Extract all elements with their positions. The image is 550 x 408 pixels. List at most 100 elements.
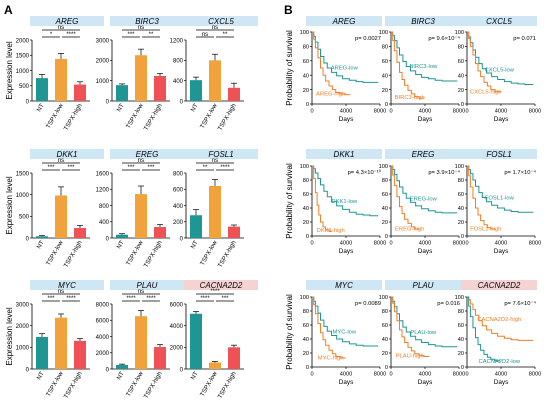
- panel-letter-a: A: [4, 3, 13, 17]
- y-tick-label: 0: [385, 102, 388, 108]
- y-tick-label: 80: [382, 45, 388, 51]
- y-tick-label: 0: [26, 99, 30, 105]
- category-label: NT: [190, 370, 200, 381]
- category-label: TSPX-low: [199, 102, 219, 130]
- x-tick-label: 4000: [340, 241, 352, 247]
- bar-nt: [36, 78, 48, 101]
- chart-title-band: [30, 149, 104, 159]
- chart-title-band: [30, 16, 104, 26]
- bar-chart-cacna2d2: CACNA2D2 0 2000 4000 6000 NT TSPX-lowTSPX-high…: [170, 280, 258, 400]
- y-tick-label: 1000: [96, 79, 110, 85]
- y-tick-label: 0: [106, 99, 110, 105]
- bar-tspx-low: [55, 195, 67, 238]
- bar-tspx-high: [74, 340, 86, 369]
- sig-label: ****: [146, 296, 156, 302]
- km-curve-cacna2d2-low: [467, 296, 501, 362]
- sig-label: ****: [200, 296, 210, 302]
- x-axis-label: Days: [418, 116, 433, 123]
- legend-cacna2d2-low: CACNA2D2-low: [479, 359, 521, 365]
- legend-myc-high: MYC-high: [318, 356, 344, 362]
- sig-label: ****: [126, 296, 136, 302]
- y-tick-label: 0: [180, 99, 184, 105]
- y-tick-label: 0: [26, 236, 30, 242]
- y-tick-label: 0: [385, 365, 388, 371]
- category-label: TSPX-low: [45, 239, 65, 267]
- chart-title-band: [461, 280, 537, 290]
- sig-label: ns: [212, 25, 218, 31]
- category-label: TSPX-low: [125, 370, 145, 398]
- x-axis-label: Days: [494, 116, 509, 123]
- y-tick-label: 0: [106, 236, 110, 242]
- x-axis-label: Days: [339, 248, 354, 255]
- y-tick-label: 20: [458, 88, 464, 94]
- bar-nt: [116, 234, 128, 238]
- legend-plau-low: PLAU-low: [410, 330, 437, 336]
- y-tick-label: 100: [379, 30, 388, 36]
- km-curve-myc-low: [312, 296, 379, 347]
- x-tick-label: 0: [310, 241, 313, 247]
- category-label: TSPX-high: [63, 239, 84, 269]
- y-axis-label: Probability of survival: [285, 163, 294, 239]
- y-tick-label: 20: [303, 351, 309, 357]
- category-label: TSPX-low: [125, 239, 145, 267]
- x-tick-label: 0: [389, 372, 392, 378]
- sig-label: **: [223, 32, 228, 38]
- bar-tspx-low: [209, 60, 221, 101]
- x-tick-label: 0: [310, 109, 313, 115]
- y-tick-label: 400: [173, 204, 184, 210]
- km-chart-myc: MYC 0 20 40 60 80 100 0 4000 8000 Days Probability …: [285, 280, 386, 386]
- y-tick-label: 40: [458, 337, 464, 343]
- km-chart-areg: AREG 0 20 40 60 80 100 0 4000 8000 Days Probability…: [285, 16, 386, 123]
- chart-title-band: [306, 16, 382, 26]
- km-chart-cacna2d2: CACNA2D2 0 20 40 60 80 100 0 4000 8000 Days p= 7.6×…: [455, 280, 541, 386]
- sig-label: ****: [66, 296, 76, 302]
- legend-plau-high: PLAU-high: [396, 354, 424, 360]
- x-tick-label: 4000: [340, 109, 352, 115]
- y-tick-label: 40: [458, 206, 464, 212]
- panel-letter-b: B: [284, 3, 293, 17]
- y-tick-label: 80: [303, 309, 309, 315]
- y-tick-label: 60: [382, 192, 388, 198]
- y-tick-label: 800: [173, 59, 184, 65]
- sig-label: ns: [58, 25, 64, 31]
- y-tick-label: 3000: [96, 38, 110, 44]
- legend-fosl1-high: FOSL1-high: [470, 227, 501, 233]
- sig-label: ns: [138, 25, 144, 31]
- bar-tspx-high: [154, 347, 166, 369]
- bar-tspx-high: [74, 228, 86, 238]
- y-axis-label: Probability of survival: [285, 30, 294, 106]
- chart-title-band: [461, 149, 537, 159]
- bar-tspx-low: [55, 317, 67, 369]
- sig-label: ns: [138, 289, 144, 295]
- p-value: p= 9.6×10⁻⁴: [428, 35, 460, 42]
- km-chart-cxcl5: CXCL5 0 20 40 60 80 100 0 4000 8000 Days p= 0.071 CX…: [455, 16, 541, 123]
- y-tick-label: 80: [303, 45, 309, 51]
- y-tick-label: 2000: [96, 351, 110, 357]
- y-tick-label: 800: [173, 171, 184, 177]
- bar-nt: [190, 215, 202, 238]
- legend-ereg-high: EREG-high: [395, 227, 424, 233]
- bar-tspx-high: [154, 227, 166, 238]
- y-tick-label: 1500: [16, 54, 30, 60]
- y-tick-label: 60: [382, 59, 388, 65]
- y-axis-label: Expression level: [5, 41, 14, 99]
- x-tick-label: 4000: [419, 372, 431, 378]
- y-tick-label: 4000: [170, 324, 184, 330]
- sig-label: ***: [127, 32, 135, 38]
- chart-title-band: [385, 149, 461, 159]
- legend-ereg-low: EREG-low: [410, 196, 438, 202]
- category-label: TSPX-low: [45, 370, 65, 398]
- bar-tspx-low: [209, 186, 221, 238]
- y-tick-label: 1000: [16, 69, 30, 75]
- sig-label: ns: [212, 158, 218, 164]
- y-tick-label: 100: [379, 164, 388, 170]
- y-tick-label: 0: [106, 367, 110, 373]
- y-tick-label: 20: [458, 220, 464, 226]
- legend-fosl1-low: FOSL1-low: [485, 196, 515, 202]
- bar-nt: [116, 364, 128, 369]
- x-axis-label: Days: [339, 116, 354, 123]
- y-tick-label: 1600: [96, 171, 110, 177]
